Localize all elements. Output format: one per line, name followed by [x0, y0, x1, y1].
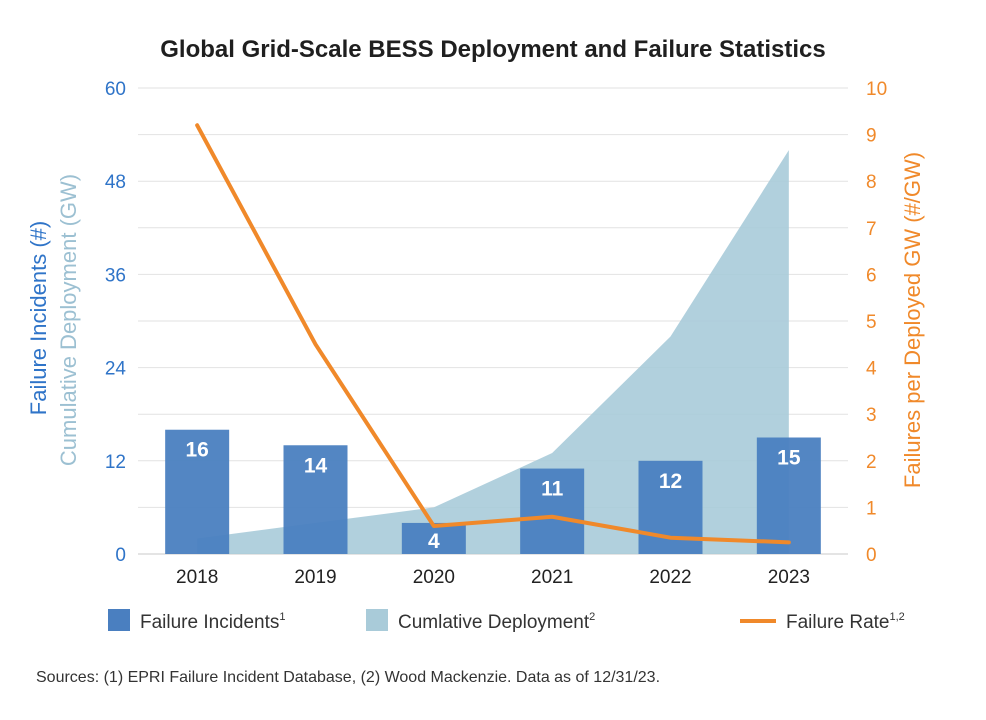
x-tick-label: 2022: [649, 567, 691, 588]
y-right-tick-label: 7: [866, 219, 877, 240]
legend-label: Failure Incidents1: [140, 611, 286, 633]
bar-value-label: 15: [777, 447, 801, 470]
chart-title: Global Grid-Scale BESS Deployment and Fa…: [160, 36, 826, 63]
y-right-tick-label: 4: [866, 359, 877, 380]
area-layer: [197, 150, 789, 554]
x-tick-label: 2018: [176, 567, 218, 588]
legend-swatch: [108, 609, 130, 631]
incident-bar: [756, 437, 821, 554]
bar-value-label: 12: [659, 470, 682, 493]
y-left-tick-label: 60: [105, 79, 126, 100]
legend-label: Failure Rate1,2: [786, 611, 905, 633]
y-left-title-deployment: Cumulative Deployment (GW): [56, 174, 81, 466]
bar-value-label: 4: [428, 530, 440, 553]
y-right-tick-label: 9: [866, 126, 877, 147]
legend-superscript: 1,2: [890, 611, 905, 623]
x-tick-label: 2023: [768, 567, 810, 588]
y-right-title: Failures per Deployed GW (#/GW): [900, 152, 925, 488]
x-tick-label: 2019: [294, 567, 336, 588]
y-left-tick-label: 12: [105, 452, 126, 473]
y-right-tick-label: 8: [866, 172, 877, 193]
failure-rate-line: [195, 123, 791, 545]
x-tick-label: 2020: [413, 567, 455, 588]
legend-label: Cumlative Deployment2: [398, 611, 595, 633]
grid: [138, 87, 848, 555]
y-right-tick-label: 5: [866, 312, 877, 333]
incident-bar: [401, 522, 466, 554]
bar-layer: 16 14 4 11 12 15: [165, 429, 821, 554]
y-right-tick-label: 6: [866, 265, 877, 286]
y-left-tick-label: 36: [105, 265, 126, 286]
y-left-tick-label: 0: [115, 545, 126, 566]
x-tick-label: 2021: [531, 567, 573, 588]
legend-superscript: 2: [589, 611, 595, 623]
source-note: Sources: (1) EPRI Failure Incident Datab…: [36, 669, 660, 686]
y-left-tick-label: 24: [105, 359, 127, 380]
bar-value-label: 16: [185, 439, 208, 462]
y-left-tick-label: 48: [105, 172, 126, 193]
bar-value-label: 14: [304, 454, 328, 477]
deployment-area: [197, 150, 789, 554]
incident-bar: [165, 429, 230, 554]
legend-superscript: 1: [279, 611, 285, 623]
y-right-tick-label: 10: [866, 79, 887, 100]
y-left-title-incidents: Failure Incidents (#): [26, 221, 51, 415]
incident-bar: [283, 445, 348, 554]
bar-value-label: 11: [541, 478, 564, 501]
y-right-tick-label: 0: [866, 545, 877, 566]
legend-swatch: [366, 609, 388, 631]
y-right-tick-label: 2: [866, 452, 877, 473]
y-right-tick-label: 1: [866, 498, 877, 519]
line-layer: [195, 123, 791, 545]
incident-bar: [520, 468, 585, 554]
legend: Failure Incidents1 Cumlative Deployment2 F…: [108, 609, 905, 633]
y-right-tick-label: 3: [866, 405, 877, 426]
